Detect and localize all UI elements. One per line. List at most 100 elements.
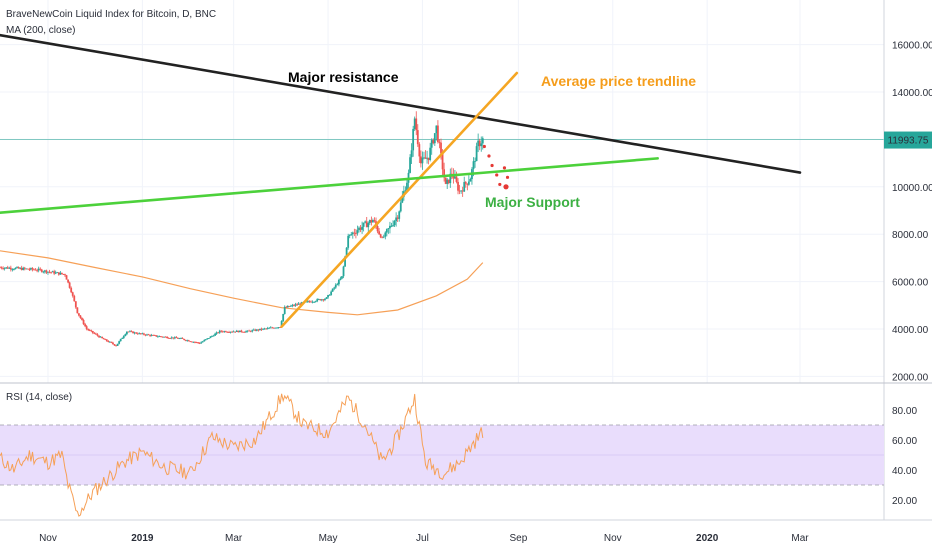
candle-body-79 (121, 337, 124, 339)
candle-body-269 (415, 118, 418, 131)
candle-body-51 (78, 313, 80, 316)
time-tick-2: Mar (225, 533, 243, 544)
candle-body-254 (392, 225, 394, 226)
candle-body-19 (28, 269, 31, 271)
candle-body-152 (234, 331, 237, 333)
candle-body-184 (283, 306, 286, 314)
candle-body-294 (454, 176, 456, 179)
candle-body-108 (166, 336, 169, 338)
candle-body-150 (231, 331, 234, 333)
candle-body-14 (20, 267, 23, 270)
trendlines-group (0, 33, 802, 328)
candle-body-65 (99, 336, 102, 338)
candle-body-34 (51, 271, 54, 273)
candle-body-77 (118, 341, 121, 344)
candle-body-43 (65, 275, 68, 280)
candle-body-224 (345, 247, 348, 257)
candle-body-171 (263, 328, 266, 330)
candle-body-229 (353, 232, 356, 234)
candle-body-39 (59, 272, 62, 275)
candle-body-222 (342, 266, 345, 277)
candle-body-303 (467, 181, 470, 185)
candle-body-159 (245, 331, 247, 333)
candle-body-80 (122, 336, 125, 338)
candle-body-168 (259, 328, 261, 331)
candle-body-291 (449, 173, 452, 184)
candle-body-230 (354, 233, 357, 235)
candle-body-157 (242, 331, 244, 333)
price-axis: 16000.0014000.0012000.0010000.008000.006… (892, 41, 932, 384)
rsi-line (0, 393, 484, 517)
time-tick-0: Nov (39, 533, 57, 544)
candle-body-213 (328, 294, 331, 296)
candle-body-218 (336, 284, 339, 286)
candle-body-210 (324, 298, 326, 300)
candle-body-149 (229, 331, 232, 333)
candle-body-97 (149, 334, 151, 336)
candle-body-267 (412, 128, 415, 151)
rsi-axis: 80.00 60.00 40.00 20.00 (892, 406, 917, 507)
candle-body-282 (435, 125, 438, 134)
candle-body-72 (110, 341, 113, 343)
candle-body-219 (337, 280, 340, 285)
forecast-dot-0 (482, 144, 486, 149)
candle-body-73 (112, 342, 114, 345)
candle-body-28 (42, 271, 45, 273)
candle-body-143 (220, 330, 223, 332)
candle-body-124 (190, 341, 193, 343)
candle-body-9 (13, 269, 15, 270)
candle-body-116 (178, 338, 181, 340)
candle-body-69 (105, 339, 108, 342)
forecast-dot-4 (498, 182, 502, 187)
candle-body-233 (359, 227, 362, 230)
candle-body-240 (370, 220, 373, 223)
time-tick-1: 2019 (131, 533, 154, 544)
candle-body-181 (279, 327, 281, 328)
candle-body-53 (81, 318, 83, 320)
candle-body-18 (26, 268, 29, 270)
candle-body-126 (194, 341, 196, 343)
candles-group (0, 111, 484, 347)
candle-body-101 (155, 335, 158, 337)
candle-body-280 (432, 140, 435, 144)
rsi-tick-2: 40.00 (892, 466, 917, 477)
candle-body-89 (136, 333, 139, 335)
candle-body-35 (53, 271, 56, 274)
candle-body-160 (246, 330, 249, 332)
candle-body-202 (311, 301, 314, 303)
price-tick-0: 16000.00 (892, 41, 932, 52)
candle-body-312 (481, 138, 484, 144)
candle-body-300 (463, 182, 466, 192)
candle-body-114 (175, 337, 178, 339)
candle-body-287 (443, 169, 446, 178)
candle-body-262 (404, 190, 407, 192)
trendline-1 (280, 71, 519, 328)
candle-body-23 (34, 269, 37, 271)
candle-body-169 (260, 328, 263, 330)
price-tick-3: 10000.00 (892, 183, 932, 194)
candle-body-231 (356, 230, 359, 234)
candle-body-111 (170, 337, 173, 339)
candle-body-285 (440, 142, 442, 154)
candle-body-272 (419, 156, 422, 164)
annotation-average-price-trendline: Average price trendline (541, 73, 696, 89)
time-tick-5: Sep (509, 533, 527, 544)
rsi-grid (0, 424, 884, 486)
candle-body-248 (382, 236, 385, 238)
forecast-dot-1 (487, 154, 491, 158)
candle-body-117 (180, 338, 182, 339)
candle-body-75 (115, 345, 117, 347)
candle-body-268 (413, 118, 416, 129)
candle-body-78 (119, 338, 122, 342)
candle-body-296 (457, 181, 459, 191)
candle-body-182 (280, 321, 283, 328)
candle-body-1 (0, 267, 3, 269)
candle-body-41 (62, 273, 65, 275)
candle-body-67 (102, 338, 105, 340)
candle-body-302 (466, 183, 469, 185)
candle-body-172 (265, 328, 268, 330)
candle-body-215 (331, 288, 334, 292)
rsi-tick-3: 20.00 (892, 496, 917, 507)
candle-body-132 (203, 340, 206, 342)
